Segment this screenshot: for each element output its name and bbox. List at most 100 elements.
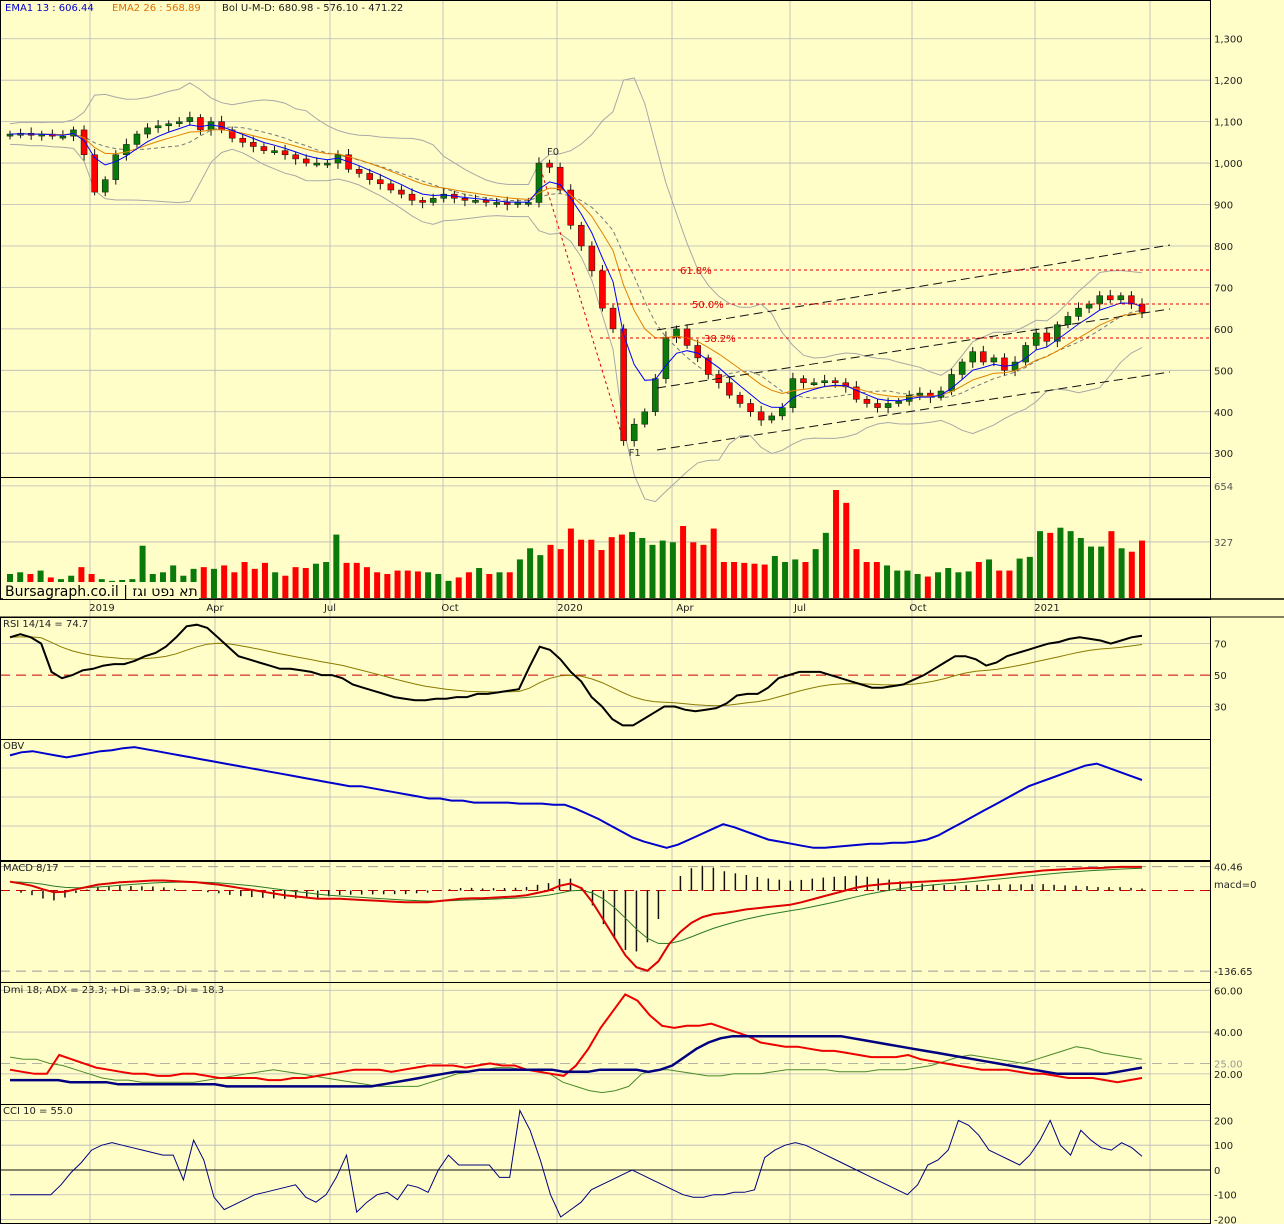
volume-bar [394, 570, 401, 598]
price-tick-label: 800 [1214, 242, 1233, 253]
volume-bar [414, 571, 421, 598]
candle-up [895, 401, 902, 404]
volume-bar [914, 574, 921, 598]
volume-bar [312, 563, 319, 598]
volume-bar [822, 532, 829, 598]
volume-bar [588, 539, 595, 598]
rsi-title: RSI 14/14 = 74.7 [3, 619, 88, 630]
x-tick-label: Apr [206, 603, 224, 614]
axis-labels: 3004005006007008009001,0001,1001,2001,30… [89, 35, 1252, 1224]
candle-down [980, 351, 987, 363]
fib-swing-line [538, 162, 625, 441]
volume-bar [251, 568, 258, 598]
x-tick-label: Apr [676, 603, 694, 614]
candle-up [810, 382, 818, 385]
dmi-tick-label: 20.00 [1214, 1070, 1243, 1081]
volume-bar [578, 539, 585, 598]
rsi-tick-label: 50 [1214, 671, 1227, 682]
candle-down [853, 386, 860, 400]
candle-up [165, 123, 172, 127]
volume-bar [731, 562, 738, 598]
volume-bar [935, 572, 942, 598]
cci-tick-label: -200 [1214, 1216, 1237, 1224]
dmi-tick-label: 25.00 [1214, 1059, 1243, 1070]
macd-title: MACD 8/17 [3, 863, 59, 874]
volume-bar [139, 545, 146, 598]
volume-bar [231, 572, 238, 598]
candle-up [324, 162, 331, 166]
price-tick-label: 1,200 [1214, 76, 1243, 87]
candle-down [461, 198, 469, 201]
volume-bar [1139, 540, 1145, 598]
candle-up [673, 328, 680, 338]
candle-up [1075, 307, 1082, 317]
dmi-tick-label: 60.00 [1214, 986, 1243, 997]
volume-bar [282, 575, 289, 598]
volume-bar [486, 574, 493, 598]
macd-tick-label: 40.46 [1214, 863, 1243, 874]
candle-up [630, 423, 638, 442]
volume-bar [955, 572, 962, 598]
volume-bar [455, 577, 462, 598]
candle-down [80, 129, 88, 156]
candle-down [387, 183, 395, 191]
candle-up [1117, 295, 1125, 301]
volume-bar [975, 562, 982, 598]
volume-bar [1047, 532, 1054, 598]
volume-bar [1067, 531, 1074, 598]
volume-bar [353, 562, 360, 598]
candle-down [546, 162, 553, 168]
candle-down [250, 142, 257, 147]
volume-bar [1108, 531, 1115, 598]
volume-tick-label: 327 [1214, 538, 1233, 549]
dmi-plus-di-line [9, 993, 1143, 1084]
volume-bar [1016, 558, 1023, 598]
candle-down [588, 245, 596, 272]
x-tick-label: 2020 [557, 603, 582, 614]
volume-bar [425, 572, 432, 598]
obv-line [9, 746, 1143, 849]
volume-bar [1037, 531, 1044, 598]
volume-bar [343, 562, 350, 598]
candle-up [429, 198, 437, 203]
candle-down [1001, 357, 1008, 371]
volume-bar [741, 562, 748, 598]
cci-tick-label: 0 [1214, 1166, 1220, 1177]
volume-bar [374, 572, 381, 598]
candle-up [969, 351, 976, 363]
volume-bar [700, 544, 707, 598]
candle-down [91, 154, 98, 193]
candle-up [958, 361, 966, 375]
panel-frame [0, 739, 1211, 862]
candle-up [990, 357, 998, 363]
fib-level-label: 50.0% [692, 300, 724, 311]
ema2-label: EMA2 26 : 568.89 [112, 3, 201, 14]
volume-bar [792, 559, 799, 598]
volume-bar [608, 537, 615, 598]
candle-up [884, 403, 892, 408]
grid-lines [0, 0, 1210, 1224]
price-tick-label: 500 [1214, 366, 1233, 377]
volume-bar [1006, 570, 1013, 598]
candle-up [821, 380, 828, 383]
candle-down [503, 202, 511, 205]
watermark-box [3, 582, 199, 599]
volume-bar [537, 555, 544, 598]
volume-bar [669, 542, 676, 598]
x-tick-label: Oct [441, 603, 458, 614]
candle-up [59, 135, 67, 139]
price-tick-label: 1,100 [1214, 118, 1243, 129]
dmi-title: Dmi 18; ADX = 23.3; +Di = 33.9; -Di = 18… [3, 985, 224, 996]
candle-down [1107, 295, 1114, 301]
candle-down [1043, 332, 1051, 342]
candle-up [789, 378, 797, 408]
volume-bar [272, 572, 279, 598]
rsi-tick-label: 70 [1214, 640, 1227, 651]
volume-tick-label: 654 [1214, 482, 1233, 493]
volume-bar [170, 565, 177, 598]
candle-down [599, 270, 606, 309]
rsi-tick-label: 30 [1214, 703, 1227, 714]
volume-bar [261, 562, 268, 598]
ema1-line [9, 124, 1143, 408]
